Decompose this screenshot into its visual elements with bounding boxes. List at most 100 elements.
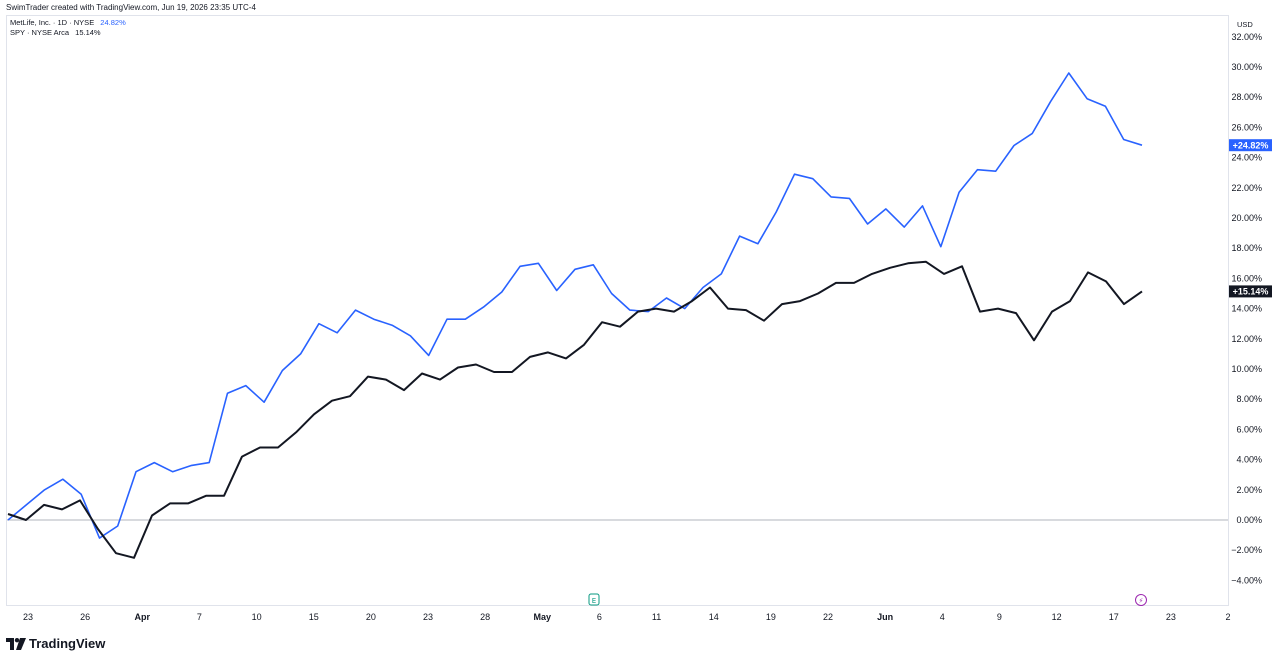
legend-value: 15.14% (75, 28, 101, 37)
series-1-point (510, 370, 515, 375)
series-1-point (618, 324, 623, 329)
y-tick-label: 12.00% (1231, 334, 1262, 344)
series-1-point (330, 398, 335, 403)
series-0-point (774, 210, 779, 215)
legend-label[interactable]: SPY · NYSE Arca (10, 28, 70, 37)
y-tick-label: 0.00% (1236, 515, 1262, 525)
marker-label: E (592, 597, 596, 605)
tradingview-brand[interactable]: TradingView (6, 636, 105, 651)
series-0-point (1140, 143, 1145, 148)
series-0-point (445, 317, 450, 322)
legend-row-spy: SPY · NYSE Arca 15.14% (10, 28, 126, 38)
x-tick-label: 4 (940, 612, 945, 622)
series-0-point (298, 351, 303, 356)
series-0-point (207, 460, 212, 465)
series-0-point (554, 288, 559, 293)
series-1-point (960, 264, 965, 269)
series-1-point (636, 309, 641, 314)
legend-label[interactable]: MetLife, Inc. · 1D · NYSE (10, 18, 95, 27)
series-0-point (134, 469, 139, 474)
series-1-point (1104, 279, 1109, 284)
series-1-point (708, 285, 713, 290)
chart-frame[interactable] (6, 15, 1229, 606)
x-tick-label: 23 (1166, 612, 1176, 622)
series-1-point (204, 493, 209, 498)
x-tick-label: 9 (997, 612, 1002, 622)
series-0-point (536, 261, 541, 266)
series-1-point (942, 271, 947, 276)
series-0-point (902, 225, 907, 230)
series-0-point (225, 391, 230, 396)
series-1-point (852, 280, 857, 285)
y-tick-label: 18.00% (1231, 243, 1262, 253)
series-1-point (24, 518, 29, 523)
y-tick-label: 32.00% (1231, 32, 1262, 42)
y-tick-label: 22.00% (1231, 183, 1262, 193)
series-0-point (938, 244, 943, 249)
series-line-1 (7, 260, 1143, 559)
last-value-tag-bg (1229, 285, 1272, 298)
series-0-point (993, 169, 998, 174)
series-0-point (262, 400, 267, 405)
series-1-point (474, 362, 479, 367)
series-0-point (920, 203, 925, 208)
series-0-point (957, 190, 962, 195)
series-1-point (834, 280, 839, 285)
x-tick-label: 22 (823, 612, 833, 622)
series-1-point (348, 394, 353, 399)
series-1-point (744, 308, 749, 313)
last-value-tag-bg (1229, 139, 1272, 152)
series-1-point (132, 555, 137, 560)
series-1-point (384, 377, 389, 382)
series-1-point (312, 412, 317, 417)
y-tick-label: 30.00% (1231, 62, 1262, 72)
y-tick-label: 2.00% (1236, 485, 1262, 495)
x-tick-label: 2 (1225, 612, 1230, 622)
series-0-point (664, 296, 669, 301)
series-0-point (280, 368, 285, 373)
series-1-point (654, 306, 659, 311)
series-0-point (408, 333, 413, 338)
series-0-point (481, 305, 486, 310)
legend-row-metlife: MetLife, Inc. · 1D · NYSE 24.82% (10, 18, 126, 28)
legend-value: 24.82% (100, 18, 126, 27)
series-0-point (353, 308, 358, 313)
series-1-point (6, 512, 11, 517)
event-markers: E ⚡ (588, 593, 1147, 606)
series-0-point (573, 267, 578, 272)
series-0-point (737, 234, 742, 239)
series-0-point (316, 321, 321, 326)
series-0-point (426, 353, 431, 358)
x-tick-label: 10 (252, 612, 262, 622)
series-0-point (1085, 96, 1090, 101)
series-1-point (240, 454, 245, 459)
series-1-point (294, 430, 299, 435)
series-layer (6, 72, 1145, 560)
series-1-point (420, 371, 425, 376)
series-1-point (1140, 289, 1145, 294)
series-0-point (499, 290, 504, 295)
dividend-marker-icon[interactable]: ⚡ (1135, 594, 1147, 606)
x-tick-label: 23 (23, 612, 33, 622)
x-tick-label: Apr (135, 612, 151, 622)
earnings-marker-icon[interactable]: E (588, 593, 600, 606)
x-axis: 23 26 Apr 7 10 15 20 23 28 May 6 11 14 19 22 Jun 4 9 12 17 2… (23, 612, 1231, 622)
series-0-point (463, 317, 468, 322)
series-0-point (719, 271, 724, 276)
x-tick-label: 6 (597, 612, 602, 622)
y-tick-label: 10.00% (1231, 364, 1262, 374)
y-tick-label: 16.00% (1231, 273, 1262, 283)
series-0-point (627, 308, 632, 313)
series-1-point (42, 502, 47, 507)
series-1-point (564, 356, 569, 361)
series-1-point (366, 374, 371, 379)
series-0-point (60, 477, 65, 482)
x-tick-label: 7 (197, 612, 202, 622)
series-1-point (78, 498, 83, 503)
currency-label: USD (1237, 20, 1253, 29)
tradingview-logo-icon (6, 637, 26, 650)
series-1-point (1086, 270, 1091, 275)
series-1-point (996, 306, 1001, 311)
x-tick-label: 28 (480, 612, 490, 622)
